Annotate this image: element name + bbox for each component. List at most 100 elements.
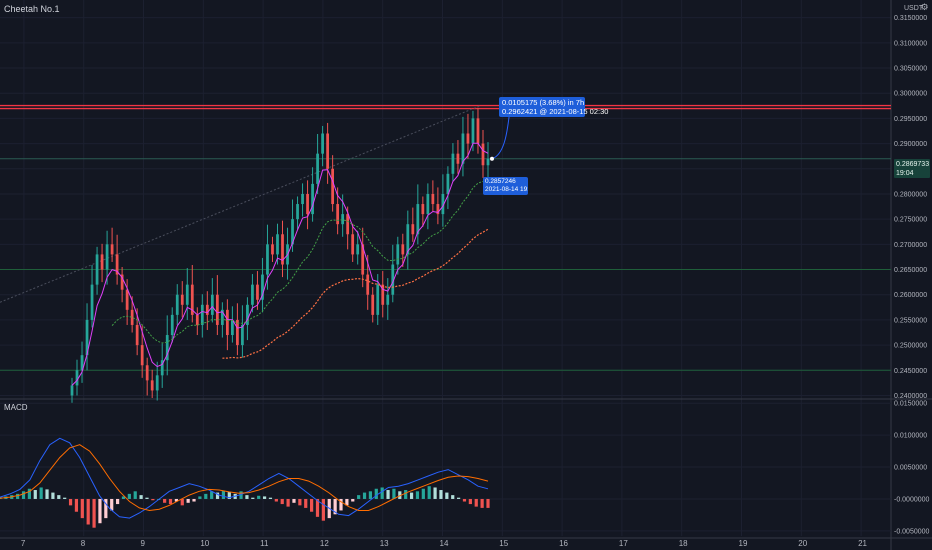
candle-body: [185, 284, 189, 305]
macd-histogram-bar: [262, 496, 267, 499]
macd-histogram-bar: [409, 492, 414, 499]
macd-histogram-bar: [239, 491, 243, 499]
candle-body: [170, 314, 174, 336]
macd-histogram-bar: [292, 498, 296, 503]
macd-histogram-bar: [304, 498, 308, 508]
time-tick-label: 19: [739, 539, 748, 548]
candle-body: [416, 204, 420, 235]
macd-histogram-bar: [333, 498, 337, 515]
candle-body: [351, 234, 355, 255]
current-price-badge: 0.2869733 19:04: [894, 159, 930, 178]
candle-body: [145, 365, 149, 381]
time-tick-label: 17: [619, 539, 628, 548]
macd-histogram-bar: [251, 497, 255, 499]
macd-histogram-bar: [215, 492, 220, 499]
candle-body: [266, 244, 269, 275]
macd-histogram-bar: [151, 498, 155, 501]
ema-mid-line: [111, 178, 489, 344]
macd-histogram-bar: [462, 498, 467, 502]
candle-body: [381, 284, 385, 305]
time-tick-label: 12: [320, 539, 329, 548]
macd-histogram-bar: [280, 498, 284, 505]
candle-body: [341, 214, 345, 225]
candle-body: [371, 294, 375, 315]
macd-histogram-bar: [45, 489, 49, 499]
trendline: [0, 105, 481, 303]
candle-body: [461, 133, 465, 164]
price-tick-label: 0.2800000: [894, 191, 927, 198]
macd-histogram-bar: [486, 498, 490, 508]
time-tick-label: 15: [499, 539, 508, 548]
macd-histogram-bar: [16, 493, 20, 499]
macd-tick-label: 0.0100000: [894, 433, 927, 440]
candle-body: [110, 244, 114, 255]
candle-body: [135, 324, 139, 346]
macd-histogram-bar: [51, 492, 55, 499]
candle-body: [361, 244, 365, 275]
measure-tooltip-start: 0.2857246 2021-08-14 19:30: [483, 177, 528, 195]
candle-body: [326, 133, 329, 169]
candle-body: [195, 314, 199, 325]
macd-histogram-bar: [274, 498, 278, 502]
time-tick-label: 8: [81, 539, 86, 548]
candle-countdown: 19:04: [896, 170, 914, 177]
macd-histogram-bar: [392, 488, 396, 499]
candle-body: [451, 153, 455, 174]
candle-body: [441, 193, 445, 215]
macd-histogram-bar: [310, 498, 314, 512]
macd-histogram-bar: [286, 498, 290, 507]
macd-histogram-bar: [368, 491, 373, 499]
candle-body: [331, 168, 335, 205]
candle-body: [486, 158, 490, 166]
macd-histogram-bar: [386, 490, 390, 499]
macd-histogram-bar: [339, 498, 343, 511]
price-tick-label: 0.2900000: [894, 141, 927, 148]
candle-body: [431, 193, 435, 205]
candle-body: [376, 284, 380, 315]
time-tick-label: 21: [858, 539, 867, 548]
macd-histogram-bar: [357, 495, 361, 499]
candle-body: [256, 284, 259, 300]
ema-fast-line: [71, 142, 489, 386]
candle-body: [446, 173, 450, 194]
candle-body: [436, 204, 440, 215]
macd-histogram-bar: [321, 498, 325, 521]
macd-histogram-bar: [33, 490, 37, 499]
candle-body: [100, 254, 104, 270]
macd-histogram-bar: [163, 498, 167, 503]
macd-tick-label: 0.0150000: [894, 401, 927, 408]
macd-histogram-bar: [68, 498, 73, 506]
measure-change: 0.0105175 (3.68%) in 7h: [502, 98, 585, 107]
candle-body: [321, 133, 324, 154]
gear-icon[interactable]: ⚙: [920, 2, 929, 12]
candle-body: [80, 355, 84, 371]
candle-body: [396, 244, 400, 265]
macd-histogram-bar: [133, 491, 137, 499]
macd-histogram-bar: [198, 496, 202, 499]
macd-histogram-bar: [121, 496, 126, 499]
macd-tick-label: -0.0000000: [894, 496, 930, 503]
candle-body: [406, 224, 410, 255]
price-tick-label: 0.3000000: [894, 91, 927, 98]
macd-histogram-bar: [351, 498, 355, 502]
macd-histogram-bar: [221, 490, 226, 499]
currency-label: USDT: [904, 5, 924, 12]
time-tick-label: 7: [21, 539, 26, 548]
candle-body: [281, 234, 284, 265]
candle-body: [205, 304, 209, 315]
candle-body: [356, 244, 360, 255]
macd-histogram-bar: [139, 495, 143, 499]
price-tick-label: 0.2450000: [894, 368, 927, 375]
time-tick-label: 16: [559, 539, 568, 548]
candle-body: [311, 183, 314, 215]
time-tick-label: 13: [380, 539, 389, 548]
candle-body: [261, 274, 264, 300]
macd-histogram-bar: [204, 493, 208, 499]
price-tick-label: 0.3100000: [894, 40, 927, 47]
candle-body: [200, 304, 204, 325]
macd-histogram-bar: [362, 492, 367, 499]
macd-histogram-bar: [474, 498, 478, 507]
candle-body: [291, 219, 294, 245]
